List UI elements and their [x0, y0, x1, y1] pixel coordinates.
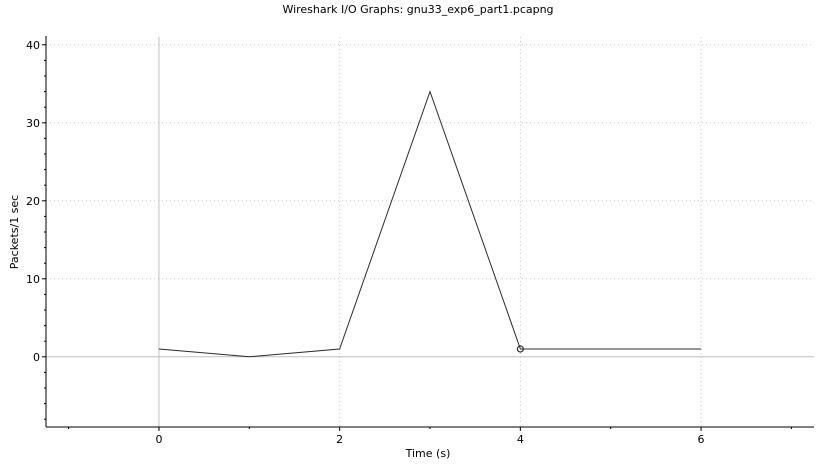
marker-layer	[516, 345, 524, 353]
axes	[45, 36, 814, 428]
x-tick-label: 2	[336, 433, 343, 446]
x-tick-label: 6	[698, 433, 705, 446]
x-axis-label: Time (s)	[405, 447, 451, 460]
chart-title: Wireshark I/O Graphs: gnu33_exp6_part1.p…	[282, 3, 553, 16]
series-layer	[158, 90, 702, 358]
y-tick-label: 10	[26, 273, 40, 286]
y-tick-label: 0	[33, 351, 40, 364]
y-axis-ticks: 0 10 20 30 40	[26, 39, 46, 420]
grid-layer	[46, 37, 814, 427]
y-axis-label: Packets/1 sec	[8, 195, 21, 269]
series-line	[158, 90, 702, 358]
y-tick-label: 40	[26, 39, 40, 52]
point-marker	[516, 345, 524, 353]
y-tick-label: 20	[26, 195, 40, 208]
zero-lines	[46, 37, 814, 427]
x-tick-label: 4	[517, 433, 524, 446]
y-tick-label: 30	[26, 117, 40, 130]
x-axis-ticks: 0 2 4 6	[68, 427, 792, 446]
x-tick-label: 0	[155, 433, 162, 446]
